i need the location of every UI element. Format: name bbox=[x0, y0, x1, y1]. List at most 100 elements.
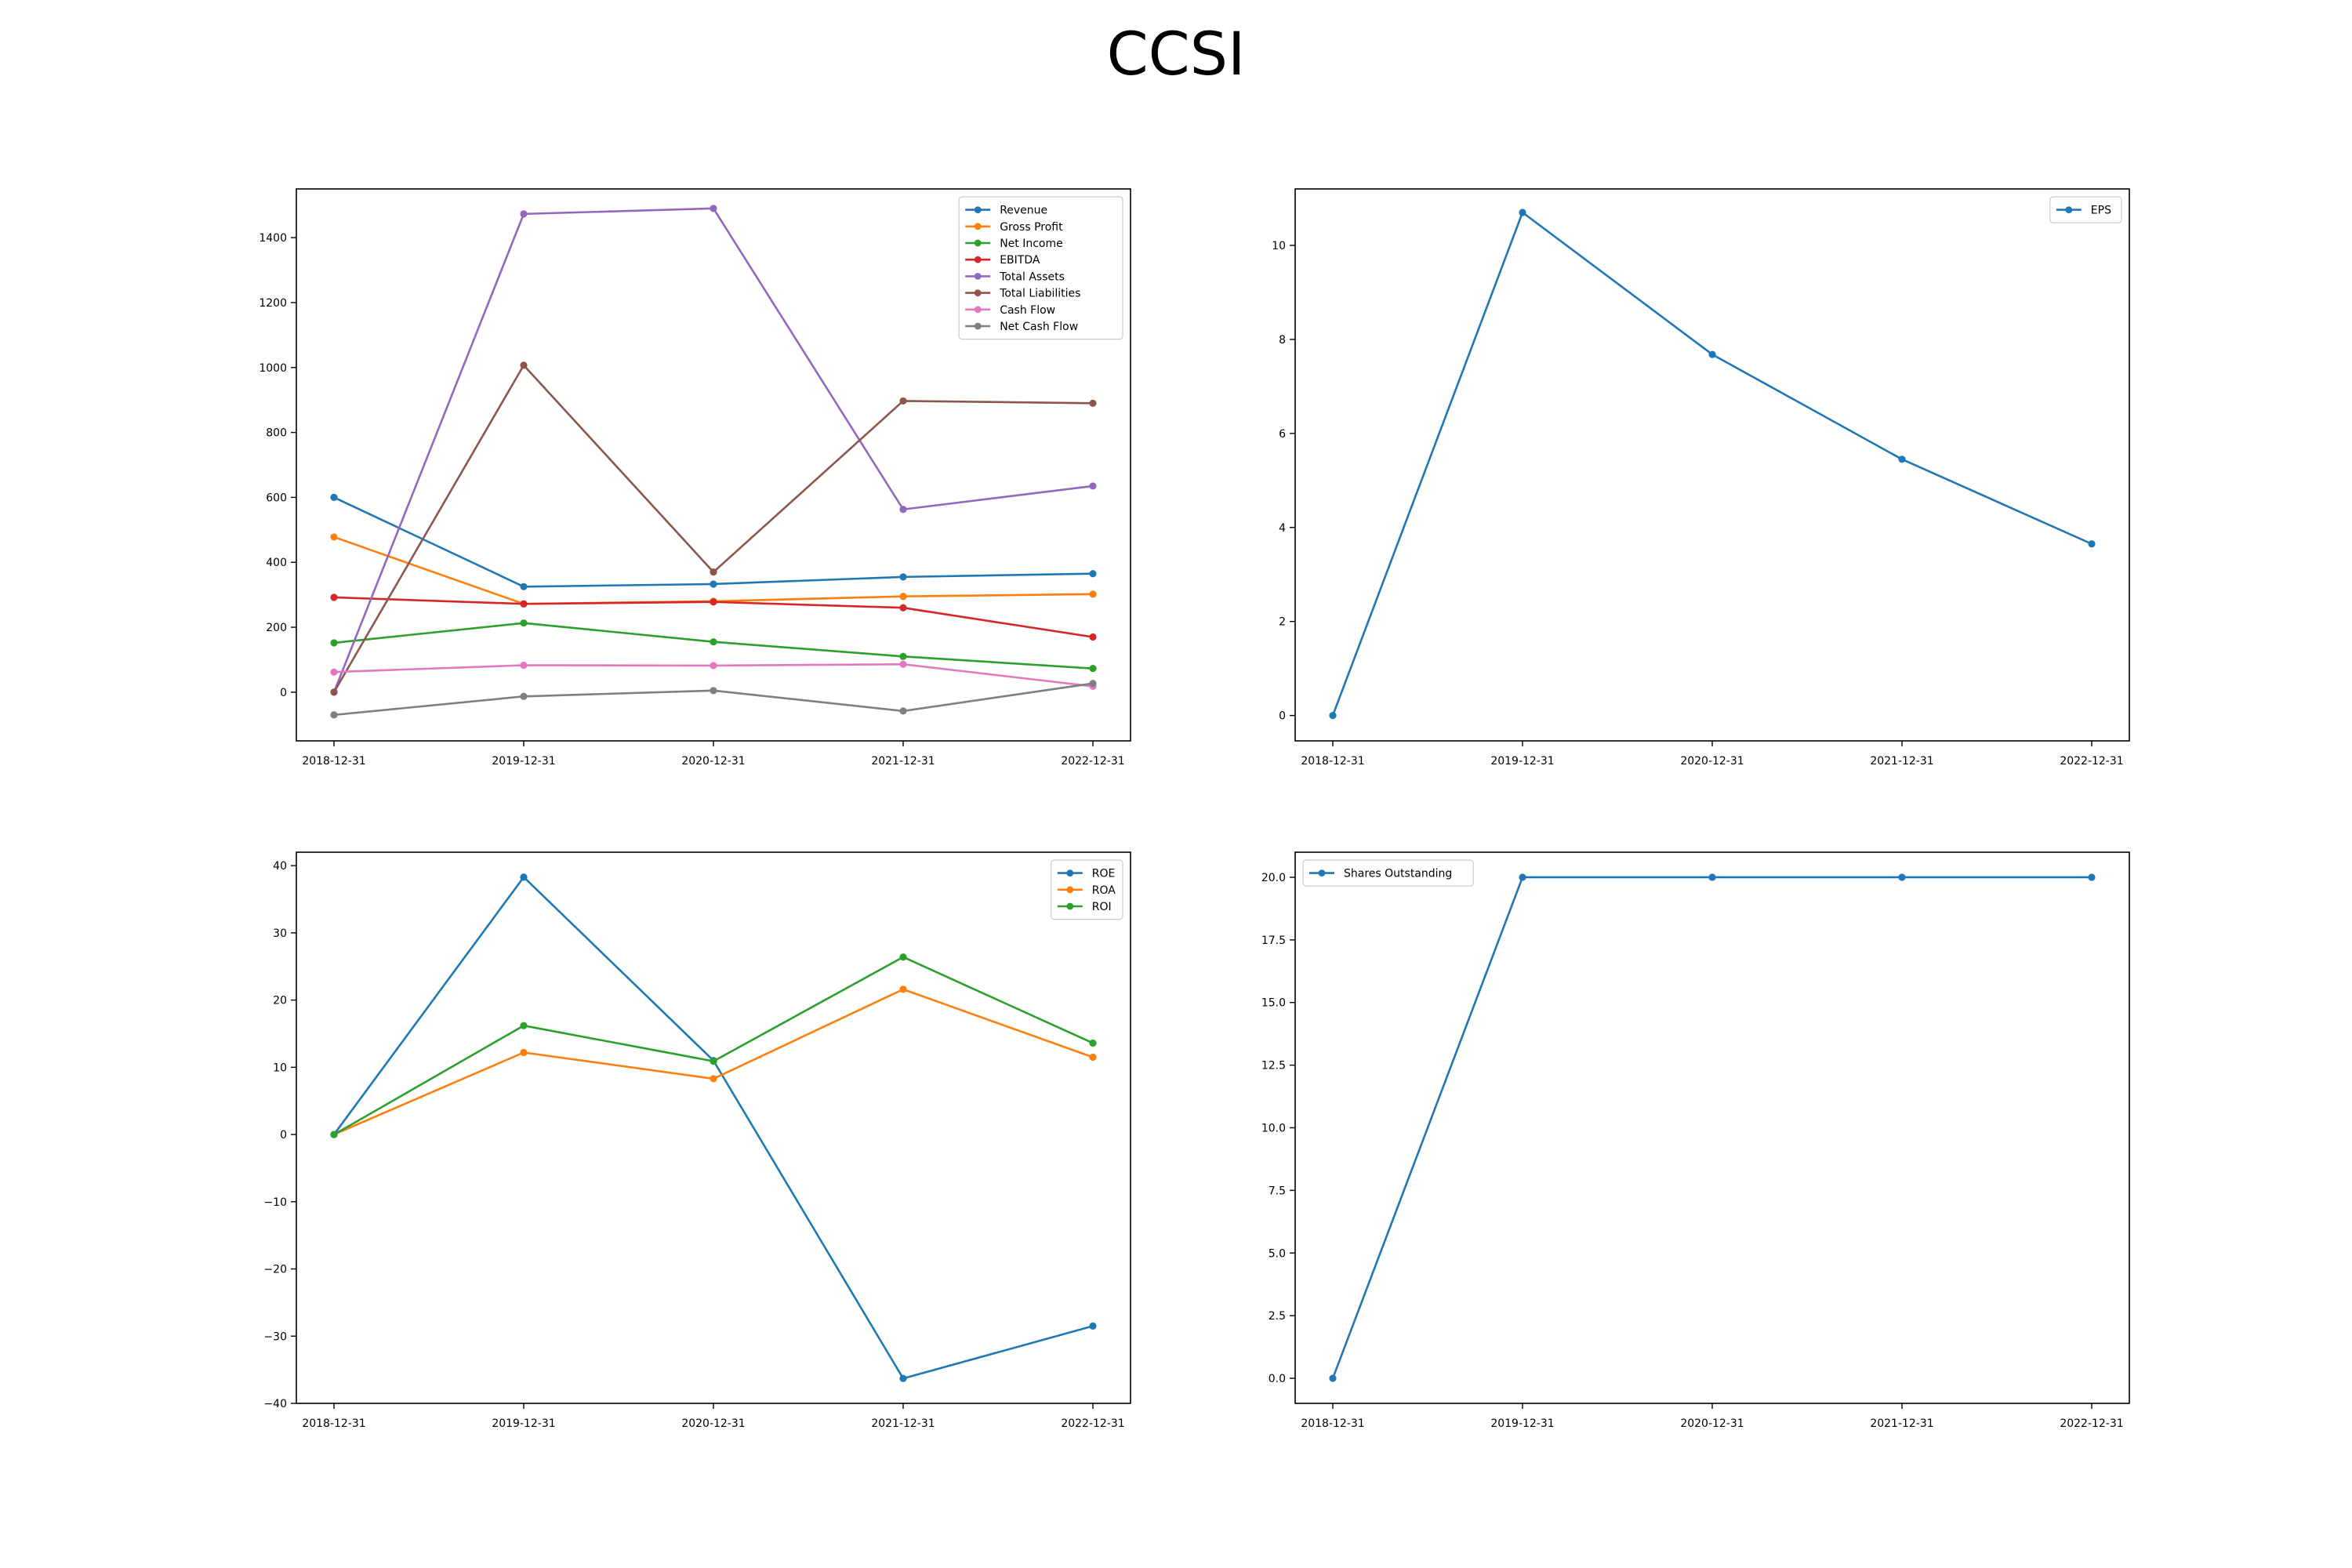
legend-label-roe: ROE bbox=[1092, 868, 1116, 880]
series-line-shares-outstanding bbox=[1331, 876, 2092, 1379]
data-point-ebitda bbox=[330, 593, 338, 601]
series-line-roi bbox=[333, 956, 1094, 1136]
y-tick-label: 4 bbox=[1279, 522, 1286, 535]
legend-marker-shares-outstanding bbox=[1318, 869, 1326, 877]
legend: EPS bbox=[2049, 196, 2122, 223]
legend-frame bbox=[2049, 196, 2122, 223]
data-point-total-assets bbox=[710, 205, 717, 212]
y-tick-label: 7.5 bbox=[1269, 1185, 1286, 1197]
x-tick-label: 2019-12-31 bbox=[492, 755, 555, 768]
data-point-cash-flow bbox=[330, 668, 338, 676]
legend-marker-total-assets bbox=[974, 273, 982, 280]
x-tick-label: 2018-12-31 bbox=[1301, 1417, 1364, 1430]
data-point-roi bbox=[1089, 1039, 1097, 1047]
legend-marker-gross-profit bbox=[974, 223, 982, 230]
data-point-roi bbox=[520, 1022, 528, 1029]
y-tick-label: 0.0 bbox=[1269, 1373, 1286, 1385]
data-point-net-cash-flow bbox=[520, 692, 528, 700]
y-tick-label: 20 bbox=[273, 995, 287, 1007]
data-point-revenue bbox=[330, 493, 338, 502]
data-point-shares-outstanding bbox=[1708, 873, 1716, 881]
x-tick-label: 2019-12-31 bbox=[1490, 755, 1554, 768]
x-tick-label: 2020-12-31 bbox=[1680, 1417, 1744, 1430]
data-point-roi bbox=[710, 1058, 717, 1065]
x-tick-label: 2020-12-31 bbox=[1680, 755, 1744, 768]
legend-marker-roi bbox=[1066, 902, 1074, 910]
legend-frame bbox=[958, 196, 1123, 340]
data-point-ebitda bbox=[520, 600, 528, 608]
data-point-eps bbox=[1329, 712, 1337, 720]
x-tick-label: 2021-12-31 bbox=[871, 1417, 935, 1430]
data-point-total-assets bbox=[520, 210, 528, 218]
legend-label-ebitda: EBITDA bbox=[1000, 254, 1040, 267]
legend-label-net-cash-flow: Net Cash Flow bbox=[1000, 321, 1078, 333]
y-tick-label: 1400 bbox=[259, 232, 287, 245]
y-tick-label: 800 bbox=[266, 427, 287, 440]
data-point-net-cash-flow bbox=[330, 711, 338, 719]
series-line-roe bbox=[332, 876, 1094, 1380]
y-tick-label: −20 bbox=[263, 1264, 287, 1276]
x-tick-label: 2018-12-31 bbox=[1301, 755, 1364, 768]
legend: Shares Outstanding bbox=[1302, 859, 1474, 887]
data-point-shares-outstanding bbox=[1329, 1374, 1337, 1382]
legend-label-gross-profit: Gross Profit bbox=[1000, 221, 1063, 234]
legend-marker-cash-flow bbox=[974, 306, 982, 314]
y-tick-label: −30 bbox=[263, 1330, 287, 1343]
y-tick-label: 2 bbox=[1279, 616, 1286, 629]
data-point-net-income bbox=[710, 638, 717, 646]
data-point-net-income bbox=[1089, 665, 1097, 673]
x-tick-label: 2020-12-31 bbox=[681, 1417, 745, 1430]
x-tick-label: 2021-12-31 bbox=[871, 755, 935, 768]
axes-frame bbox=[1294, 851, 2130, 1404]
y-tick-label: 10 bbox=[1272, 240, 1286, 252]
legend-marker-net-income bbox=[974, 239, 982, 247]
figure-title: CCSI bbox=[1106, 19, 1246, 89]
legend-label-revenue: Revenue bbox=[1000, 205, 1047, 217]
chart-panel-returns: 2018-12-31 2019-12-31 2020-12-31 2021-12-31… bbox=[263, 851, 1131, 1430]
x-tick-label: 2022-12-31 bbox=[1061, 755, 1124, 768]
legend-label-roi: ROI bbox=[1092, 901, 1112, 913]
data-point-total-liabilities bbox=[1089, 399, 1097, 407]
data-point-net-income bbox=[520, 619, 528, 627]
legend-marker-revenue bbox=[974, 206, 982, 213]
y-tick-label: 40 bbox=[273, 860, 287, 873]
y-tick-label: 8 bbox=[1279, 334, 1286, 347]
data-point-roe bbox=[1089, 1322, 1097, 1330]
legend-marker-total-liabilities bbox=[974, 289, 982, 296]
data-point-cash-flow bbox=[899, 660, 907, 668]
legend-label-eps: EPS bbox=[2091, 205, 2111, 217]
data-point-revenue bbox=[710, 580, 717, 588]
data-point-total-liabilities bbox=[330, 688, 338, 696]
data-point-total-assets bbox=[1089, 482, 1097, 490]
y-tick-label: 0 bbox=[1279, 710, 1286, 723]
data-point-ebitda bbox=[710, 598, 717, 606]
y-tick-label: 600 bbox=[266, 492, 287, 504]
legend-marker-net-cash-flow bbox=[974, 322, 982, 330]
y-tick-label: 6 bbox=[1279, 428, 1286, 441]
legend-label-total-liabilities: Total Liabilities bbox=[999, 288, 1080, 300]
y-tick-label: −10 bbox=[263, 1196, 287, 1209]
legend-label-roa: ROA bbox=[1092, 884, 1116, 897]
legend: ROE ROA ROI bbox=[1051, 859, 1123, 920]
data-point-shares-outstanding bbox=[1519, 873, 1526, 881]
y-tick-label: 2.5 bbox=[1269, 1310, 1286, 1323]
legend-label-net-income: Net Income bbox=[1000, 238, 1063, 250]
axes-frame bbox=[1294, 188, 2130, 742]
chart-panel-shares: 2018-12-31 2019-12-31 2020-12-31 2021-12-31… bbox=[1261, 851, 2130, 1430]
data-point-roi bbox=[899, 953, 907, 961]
y-tick-label: 30 bbox=[273, 927, 287, 940]
data-point-net-income bbox=[899, 652, 907, 660]
data-point-shares-outstanding bbox=[2088, 873, 2096, 881]
x-tick-label: 2021-12-31 bbox=[1870, 755, 1933, 768]
data-point-eps bbox=[2088, 540, 2096, 548]
data-point-revenue bbox=[899, 573, 907, 581]
y-tick-label: 200 bbox=[266, 622, 287, 634]
data-point-total-liabilities bbox=[520, 361, 528, 369]
legend-label-cash-flow: Cash Flow bbox=[1000, 304, 1055, 317]
data-point-gross-profit bbox=[1089, 590, 1097, 598]
data-point-revenue bbox=[520, 583, 528, 590]
legend-label-total-assets: Total Assets bbox=[999, 270, 1065, 283]
data-point-gross-profit bbox=[899, 593, 907, 601]
y-tick-label: 15.0 bbox=[1261, 997, 1286, 1010]
